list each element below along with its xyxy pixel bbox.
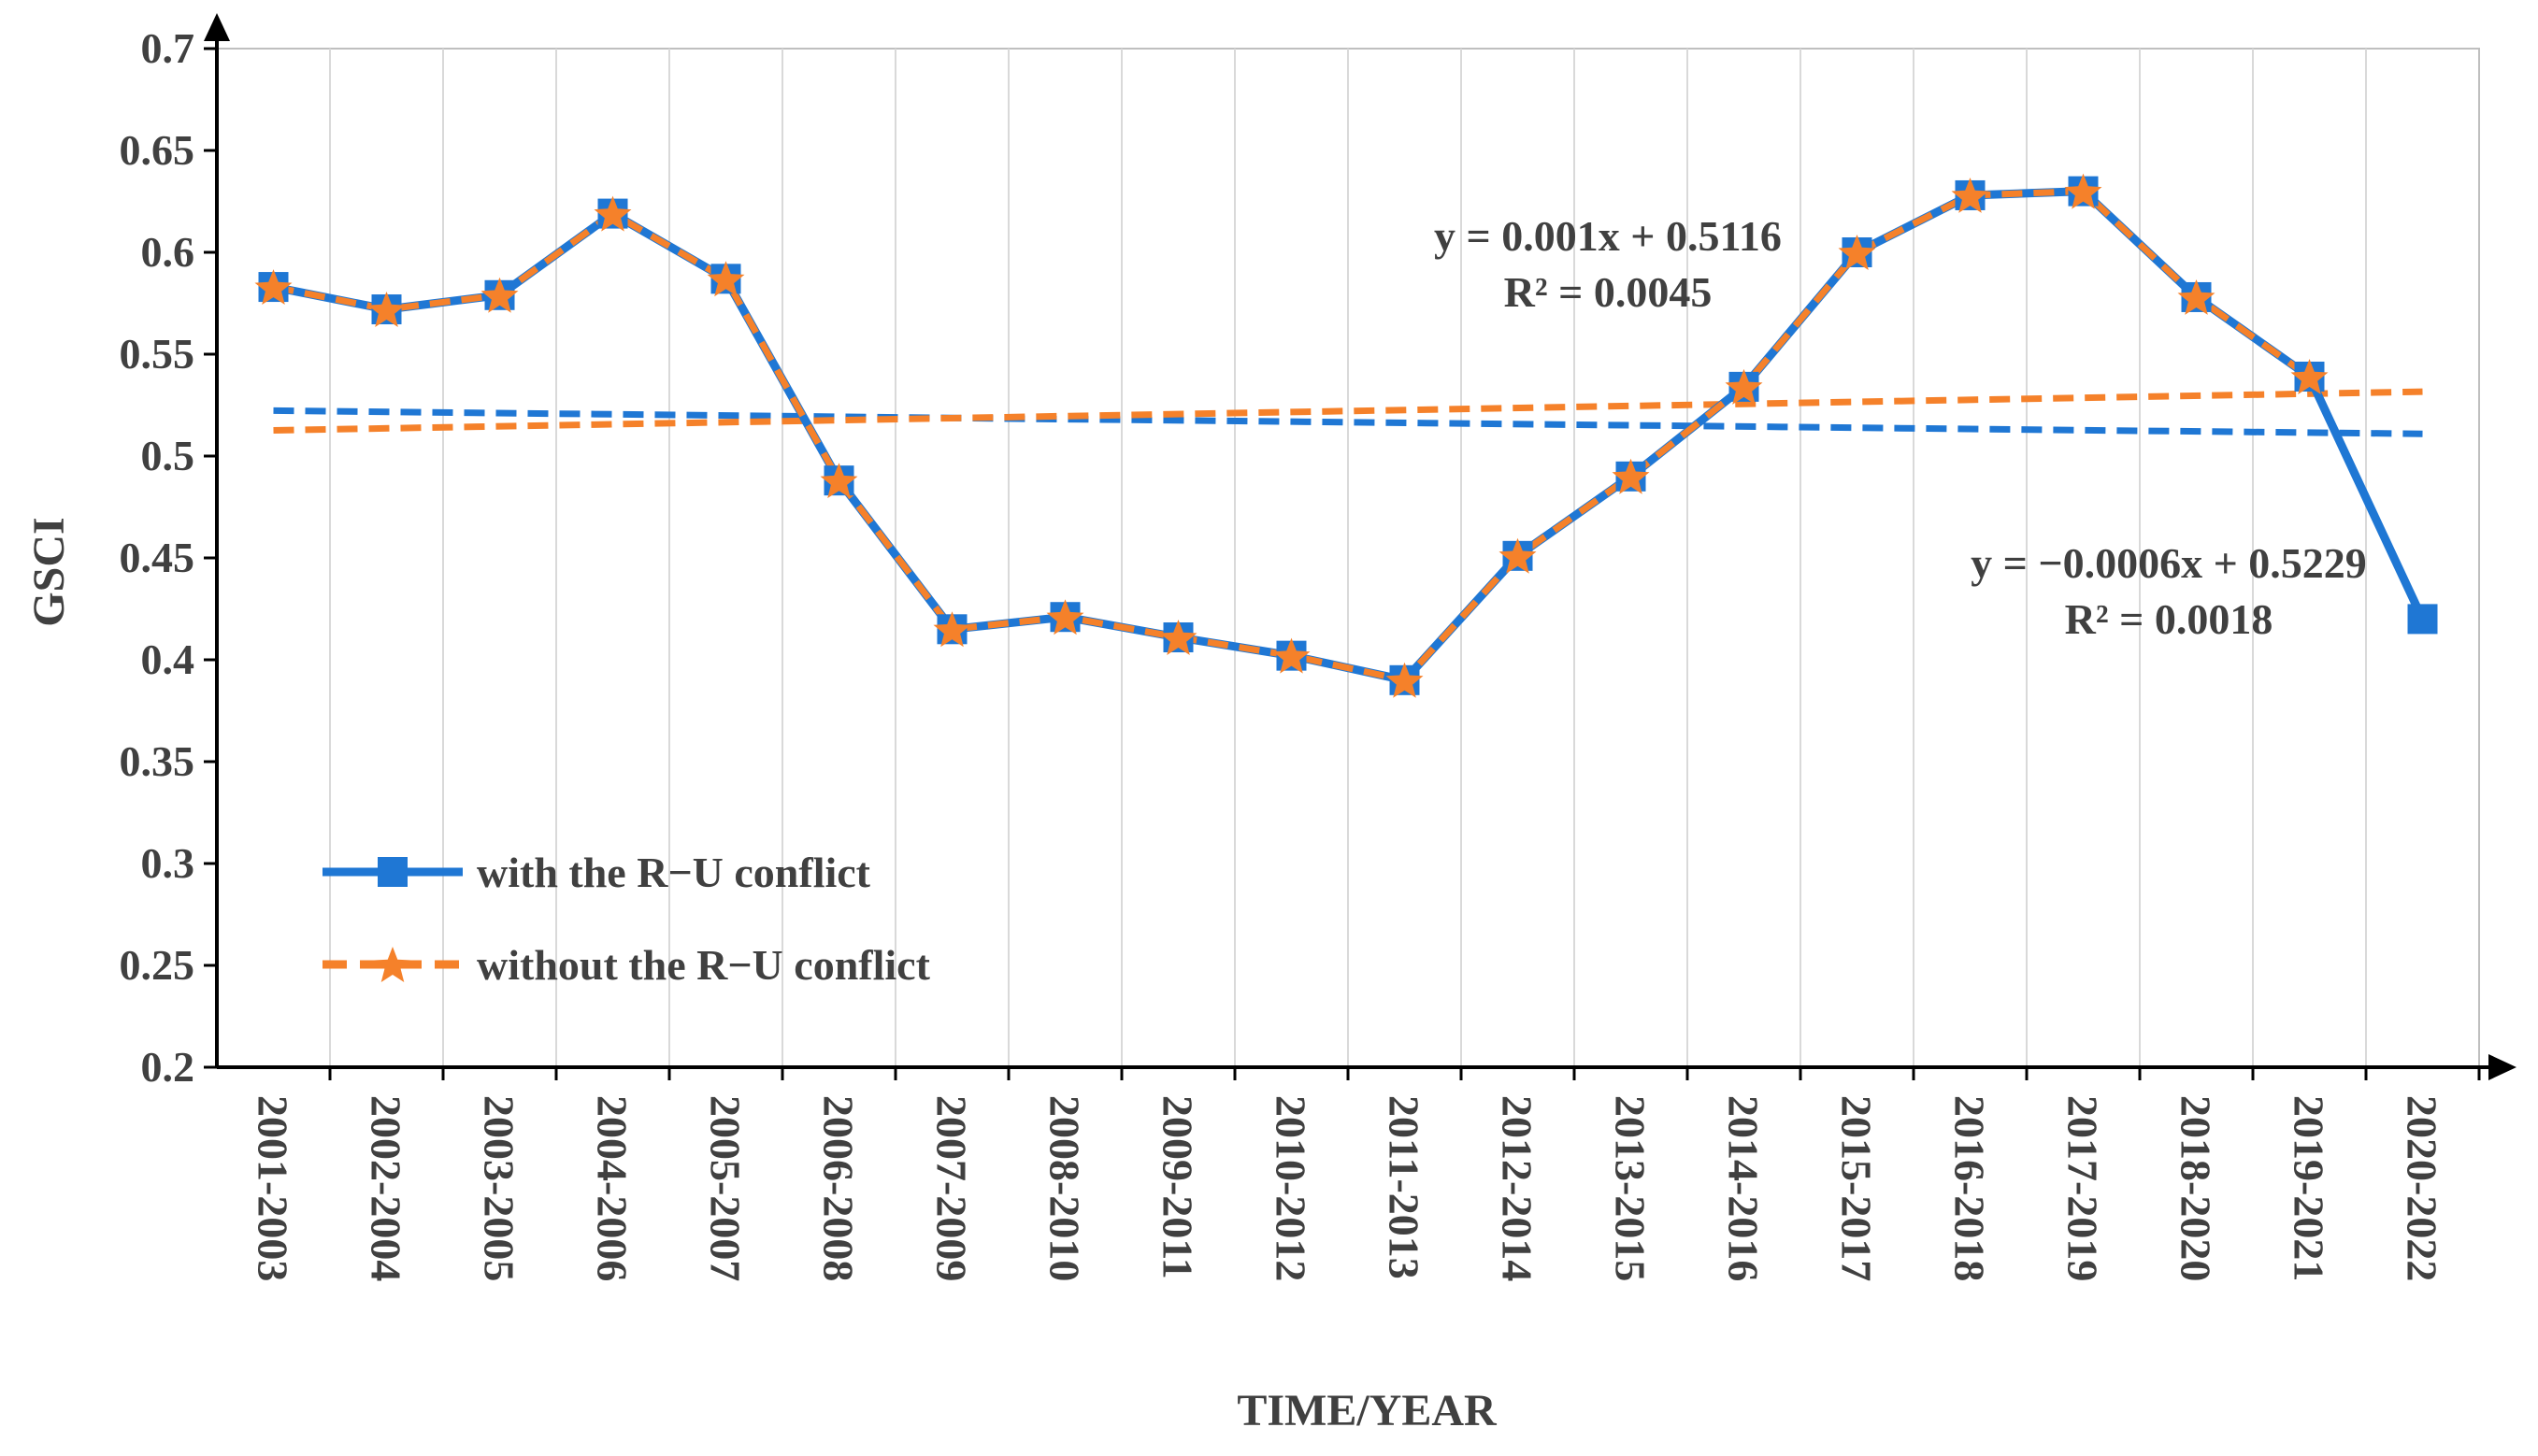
x-axis-arrow [2488, 1054, 2516, 1080]
trendline-equation-orange: y = 0.001x + 0.5116 [1434, 212, 1782, 260]
trendline-equation-blue: y = −0.0006x + 0.5229 [1971, 539, 2367, 587]
x-tick-label: 2012-2014 [1494, 1095, 1541, 1281]
x-tick-label: 2004-2006 [589, 1095, 637, 1281]
point-with-conflict [2407, 604, 2438, 635]
x-tick-label: 2001-2003 [250, 1095, 297, 1281]
point-without-conflict [1272, 637, 1311, 674]
y-tick-label: 0.5 [141, 432, 195, 479]
point-without-conflict [1498, 537, 1537, 574]
x-tick-label: 2006-2008 [815, 1095, 863, 1281]
point-without-conflict [1159, 620, 1197, 655]
legend-label-with-conflict: with the R−U conflict [477, 849, 871, 896]
trendline-without-conflict [273, 388, 2423, 435]
trendline-r2-blue: R² = 0.0018 [2065, 595, 2273, 643]
y-tick-label: 0.6 [141, 228, 195, 276]
point-without-conflict [1838, 235, 1876, 270]
axis-tick-labels: 0.2 0.25 0.3 0.35 0.4 0.45 0.5 0.55 0.6 0.65 0.7 20… [120, 24, 2446, 1281]
point-without-conflict [254, 269, 293, 305]
point-without-conflict [1725, 368, 1763, 405]
x-tick-label: 2010-2012 [1268, 1095, 1315, 1281]
point-without-conflict [1046, 599, 1084, 635]
x-tick-label: 2017-2019 [2059, 1095, 2107, 1281]
y-tick-label: 0.3 [141, 839, 195, 887]
point-without-conflict [2177, 279, 2215, 315]
legend-label-without-conflict: without the R−U conflict [477, 941, 931, 989]
point-without-conflict [820, 463, 858, 499]
y-axis-arrow [204, 13, 230, 41]
y-tick-label: 0.2 [141, 1043, 195, 1091]
y-tick-label: 0.55 [120, 330, 195, 378]
x-tick-label: 2005-2007 [702, 1095, 750, 1281]
legend-entry-without-conflict: without the R−U conflict [323, 941, 931, 989]
point-without-conflict [1385, 662, 1424, 698]
x-axis-title: TIME/YEAR [1237, 1386, 1498, 1435]
legend-marker-square [378, 857, 408, 887]
point-without-conflict [480, 277, 519, 313]
x-tick-label: 2011-2013 [1381, 1095, 1428, 1279]
series-line-without-conflict [272, 188, 2312, 684]
y-axis-title: GSCI [24, 517, 74, 626]
point-without-conflict [2290, 359, 2329, 394]
trendlines [273, 388, 2423, 437]
y-tick-label: 0.25 [120, 941, 195, 989]
x-tick-label: 2002-2004 [363, 1095, 410, 1281]
trendline-r2-orange: R² = 0.0045 [1504, 268, 1713, 316]
x-tick-label: 2003-2005 [476, 1095, 523, 1281]
y-tick-label: 0.45 [120, 534, 195, 581]
axes [204, 13, 2516, 1080]
point-without-conflict [933, 611, 971, 648]
legend-entry-with-conflict: with the R−U conflict [323, 849, 871, 896]
point-without-conflict [594, 195, 632, 232]
legend-marker-star [374, 947, 411, 982]
x-tick-label: 2013-2015 [1607, 1095, 1655, 1281]
point-without-conflict [2064, 173, 2102, 209]
x-tick-label: 2008-2010 [1041, 1095, 1089, 1281]
x-tick-label: 2018-2020 [2172, 1095, 2220, 1281]
point-without-conflict [1951, 178, 1989, 213]
y-tick-label: 0.65 [120, 126, 195, 174]
x-tick-label: 2016-2018 [1946, 1095, 1994, 1281]
legend: with the R−U conflict without the R−U co… [323, 849, 931, 989]
series-markers [254, 173, 2438, 698]
x-tick-label: 2014-2016 [1720, 1095, 1768, 1281]
y-tick-label: 0.35 [120, 737, 195, 785]
x-tick-label: 2015-2017 [1833, 1095, 1881, 1281]
x-tick-label: 2020-2022 [2399, 1095, 2446, 1281]
y-tick-label: 0.4 [141, 635, 195, 683]
point-without-conflict [707, 261, 745, 297]
x-tick-label: 2019-2021 [2286, 1095, 2333, 1281]
y-tick-label: 0.7 [141, 24, 195, 72]
point-without-conflict [1612, 458, 1650, 494]
x-tick-label: 2009-2011 [1154, 1095, 1202, 1279]
point-without-conflict [367, 292, 406, 327]
x-tick-label: 2007-2009 [928, 1095, 976, 1281]
vertical-gridlines [329, 49, 2367, 1067]
trendline-with-conflict [273, 407, 2423, 437]
